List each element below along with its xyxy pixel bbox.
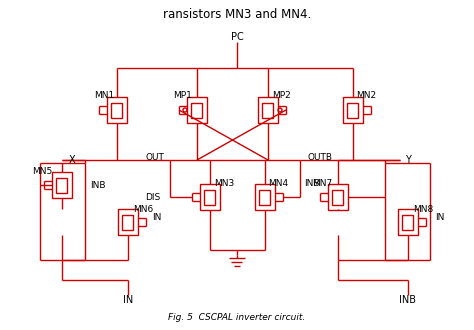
Text: IN: IN: [152, 214, 161, 222]
Bar: [56, 178, 67, 192]
Text: X: X: [69, 155, 75, 165]
Text: OUTB: OUTB: [308, 153, 332, 162]
Bar: [259, 189, 271, 205]
Text: MN8: MN8: [413, 206, 433, 214]
Text: MN6: MN6: [133, 206, 153, 214]
Bar: [258, 97, 278, 123]
Text: MP1: MP1: [173, 91, 192, 101]
Text: MN2: MN2: [356, 91, 376, 101]
Text: MN4: MN4: [268, 179, 288, 187]
Bar: [200, 184, 220, 210]
Bar: [402, 214, 413, 229]
Bar: [398, 209, 418, 235]
Bar: [118, 209, 138, 235]
Text: IN: IN: [123, 295, 133, 305]
Bar: [343, 97, 363, 123]
Bar: [255, 184, 275, 210]
Text: OUT: OUT: [146, 153, 164, 162]
Text: PC: PC: [231, 32, 243, 42]
Text: INB: INB: [400, 295, 417, 305]
Text: MN3: MN3: [214, 179, 234, 187]
Text: ransistors MN3 and MN4.: ransistors MN3 and MN4.: [163, 8, 311, 21]
Bar: [191, 103, 202, 117]
Text: INB: INB: [90, 181, 106, 189]
Bar: [187, 97, 207, 123]
Text: MP2: MP2: [273, 91, 292, 101]
Text: Y: Y: [405, 155, 411, 165]
Bar: [263, 103, 273, 117]
Text: Fig. 5  CSCPAL inverter circuit.: Fig. 5 CSCPAL inverter circuit.: [168, 314, 306, 322]
Text: MN5: MN5: [32, 168, 52, 177]
Bar: [328, 184, 348, 210]
Bar: [347, 103, 358, 117]
Bar: [122, 214, 134, 229]
Text: DIS: DIS: [145, 192, 160, 202]
Text: MN1: MN1: [94, 91, 114, 101]
Bar: [52, 172, 72, 198]
Bar: [204, 189, 216, 205]
Bar: [111, 103, 122, 117]
Bar: [107, 97, 127, 123]
Bar: [332, 189, 344, 205]
Text: INB: INB: [304, 179, 320, 187]
Text: MN7: MN7: [312, 179, 332, 187]
Text: IN: IN: [435, 214, 444, 222]
